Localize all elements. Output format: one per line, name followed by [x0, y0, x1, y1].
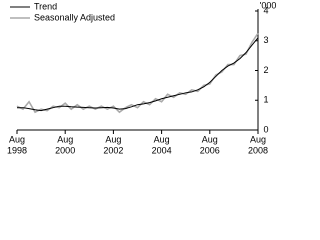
- x-tick-label: 1998: [7, 145, 27, 155]
- y-tick-label: 4: [263, 5, 268, 15]
- y-unit: '000: [260, 0, 277, 10]
- y-tick-label: 0: [263, 124, 268, 134]
- x-tick-label: Aug: [105, 134, 121, 144]
- x-tick-label: 2000: [55, 145, 75, 155]
- x-tick-label: Aug: [154, 134, 170, 144]
- x-tick-label: 2002: [103, 145, 123, 155]
- y-tick-label: 3: [263, 35, 268, 45]
- y-tick-label: 2: [263, 65, 268, 75]
- legend-label: Trend: [34, 1, 57, 11]
- x-tick-label: Aug: [9, 134, 25, 144]
- legend-label: Seasonally Adjusted: [34, 12, 115, 22]
- series-line: [16, 32, 259, 114]
- x-tick-label: Aug: [250, 134, 266, 144]
- series-line: [17, 37, 259, 112]
- y-tick-label: 1: [263, 95, 268, 105]
- x-tick-label: 2006: [200, 145, 220, 155]
- x-tick-label: Aug: [202, 134, 218, 144]
- x-tick-label: Aug: [57, 134, 73, 144]
- x-tick-label: 2008: [248, 145, 268, 155]
- chart: '000 01234Aug1998Aug2000Aug2002Aug2004Au…: [7, 0, 277, 155]
- x-tick-label: 2004: [152, 145, 172, 155]
